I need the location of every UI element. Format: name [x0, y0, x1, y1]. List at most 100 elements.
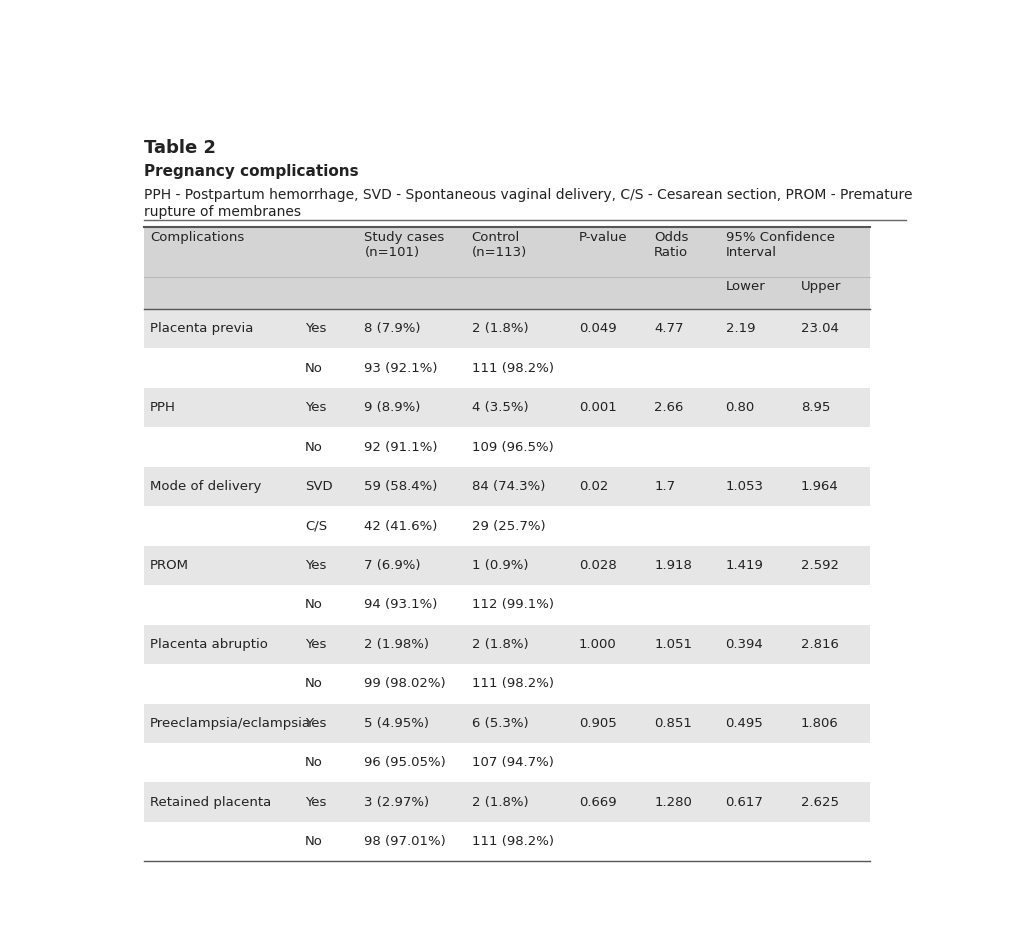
Text: 93 (92.1%): 93 (92.1%) — [365, 362, 438, 375]
FancyBboxPatch shape — [143, 506, 870, 546]
Text: Yes: Yes — [305, 401, 327, 414]
Text: 6 (5.3%): 6 (5.3%) — [472, 716, 528, 730]
Text: No: No — [305, 678, 323, 690]
Text: 0.028: 0.028 — [579, 559, 616, 572]
Text: 1 (0.9%): 1 (0.9%) — [472, 559, 528, 572]
Text: 23.04: 23.04 — [801, 323, 839, 335]
Text: 2.66: 2.66 — [654, 401, 684, 414]
Text: Placenta previa: Placenta previa — [151, 323, 254, 335]
Text: No: No — [305, 756, 323, 770]
Text: 2 (1.8%): 2 (1.8%) — [472, 323, 528, 335]
Text: Complications: Complications — [151, 231, 245, 244]
Text: 109 (96.5%): 109 (96.5%) — [472, 440, 553, 454]
Text: 1.7: 1.7 — [654, 480, 675, 493]
Text: No: No — [305, 440, 323, 454]
FancyBboxPatch shape — [143, 664, 870, 703]
Text: P-value: P-value — [579, 231, 628, 244]
Text: 92 (91.1%): 92 (91.1%) — [365, 440, 438, 454]
Text: C/S: C/S — [305, 519, 327, 532]
FancyBboxPatch shape — [143, 703, 870, 743]
Text: Odds
Ratio: Odds Ratio — [654, 231, 688, 259]
Text: 96 (95.05%): 96 (95.05%) — [365, 756, 446, 770]
Text: Yes: Yes — [305, 323, 327, 335]
Text: 1.000: 1.000 — [579, 638, 616, 651]
Text: Mode of delivery: Mode of delivery — [151, 480, 261, 493]
Text: 0.049: 0.049 — [579, 323, 616, 335]
Text: Retained placenta: Retained placenta — [151, 795, 271, 809]
Text: 3 (2.97%): 3 (2.97%) — [365, 795, 430, 809]
Text: 5 (4.95%): 5 (4.95%) — [365, 716, 429, 730]
Text: 95% Confidence
Interval: 95% Confidence Interval — [726, 231, 835, 259]
FancyBboxPatch shape — [143, 624, 870, 664]
Text: 111 (98.2%): 111 (98.2%) — [472, 678, 554, 690]
Text: 2.19: 2.19 — [726, 323, 755, 335]
FancyBboxPatch shape — [143, 427, 870, 467]
FancyBboxPatch shape — [143, 586, 870, 624]
Text: PPH - Postpartum hemorrhage, SVD - Spontaneous vaginal delivery, C/S - Cesarean : PPH - Postpartum hemorrhage, SVD - Spont… — [143, 189, 912, 218]
Text: No: No — [305, 362, 323, 375]
FancyBboxPatch shape — [143, 388, 870, 427]
Text: 1.053: 1.053 — [726, 480, 764, 493]
Text: 94 (93.1%): 94 (93.1%) — [365, 599, 438, 611]
Text: 2 (1.8%): 2 (1.8%) — [472, 638, 528, 651]
Text: Placenta abruptio: Placenta abruptio — [151, 638, 268, 651]
Text: Study cases
(n=101): Study cases (n=101) — [365, 231, 444, 259]
Text: 8 (7.9%): 8 (7.9%) — [365, 323, 421, 335]
Text: Yes: Yes — [305, 795, 327, 809]
Text: PPH: PPH — [151, 401, 176, 414]
Text: 2 (1.98%): 2 (1.98%) — [365, 638, 429, 651]
Text: 0.669: 0.669 — [579, 795, 616, 809]
Text: 4 (3.5%): 4 (3.5%) — [472, 401, 528, 414]
Text: 84 (74.3%): 84 (74.3%) — [472, 480, 545, 493]
Text: 0.905: 0.905 — [579, 716, 616, 730]
Text: 42 (41.6%): 42 (41.6%) — [365, 519, 438, 532]
Text: 99 (98.02%): 99 (98.02%) — [365, 678, 446, 690]
Text: 59 (58.4%): 59 (58.4%) — [365, 480, 438, 493]
Text: 111 (98.2%): 111 (98.2%) — [472, 362, 554, 375]
Text: 2.816: 2.816 — [801, 638, 839, 651]
Text: 1.806: 1.806 — [801, 716, 839, 730]
Text: Upper: Upper — [801, 280, 842, 292]
Text: 4.77: 4.77 — [654, 323, 684, 335]
Text: 8.95: 8.95 — [801, 401, 830, 414]
FancyBboxPatch shape — [143, 309, 870, 348]
Text: PROM: PROM — [151, 559, 189, 572]
Text: 1.051: 1.051 — [654, 638, 692, 651]
Text: 0.80: 0.80 — [726, 401, 755, 414]
Text: 0.495: 0.495 — [726, 716, 763, 730]
Text: Lower: Lower — [726, 280, 765, 292]
Text: 111 (98.2%): 111 (98.2%) — [472, 835, 554, 848]
Text: Control
(n=113): Control (n=113) — [472, 231, 527, 259]
FancyBboxPatch shape — [143, 467, 870, 506]
Text: SVD: SVD — [305, 480, 333, 493]
Text: 0.02: 0.02 — [579, 480, 608, 493]
Text: 7 (6.9%): 7 (6.9%) — [365, 559, 421, 572]
Text: 2.592: 2.592 — [801, 559, 839, 572]
Text: 0.617: 0.617 — [726, 795, 764, 809]
FancyBboxPatch shape — [143, 546, 870, 586]
Text: Yes: Yes — [305, 716, 327, 730]
Text: 9 (8.9%): 9 (8.9%) — [365, 401, 421, 414]
Text: 1.419: 1.419 — [726, 559, 764, 572]
Text: 98 (97.01%): 98 (97.01%) — [365, 835, 446, 848]
Text: 0.851: 0.851 — [654, 716, 692, 730]
Text: 2.625: 2.625 — [801, 795, 839, 809]
Text: 1.918: 1.918 — [654, 559, 692, 572]
Text: 2 (1.8%): 2 (1.8%) — [472, 795, 528, 809]
FancyBboxPatch shape — [143, 348, 870, 388]
FancyBboxPatch shape — [143, 227, 870, 309]
Text: Preeclampsia/eclampsia: Preeclampsia/eclampsia — [151, 716, 311, 730]
Text: Yes: Yes — [305, 638, 327, 651]
Text: No: No — [305, 835, 323, 848]
Text: Yes: Yes — [305, 559, 327, 572]
Text: 0.394: 0.394 — [726, 638, 763, 651]
Text: 112 (99.1%): 112 (99.1%) — [472, 599, 554, 611]
Text: 107 (94.7%): 107 (94.7%) — [472, 756, 554, 770]
Text: 1.280: 1.280 — [654, 795, 692, 809]
Text: Table 2: Table 2 — [143, 140, 216, 158]
Text: 0.001: 0.001 — [579, 401, 616, 414]
Text: 29 (25.7%): 29 (25.7%) — [472, 519, 545, 532]
Text: Pregnancy complications: Pregnancy complications — [143, 163, 358, 178]
Text: No: No — [305, 599, 323, 611]
FancyBboxPatch shape — [143, 743, 870, 783]
